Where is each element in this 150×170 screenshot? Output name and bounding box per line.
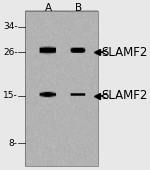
Text: 15-: 15- (3, 91, 18, 100)
Text: 8-: 8- (9, 139, 18, 148)
Text: 26-: 26- (3, 48, 18, 57)
Bar (25, 11, 98, 166)
Text: A: A (45, 3, 52, 13)
Text: SLAMF2: SLAMF2 (101, 89, 147, 103)
Text: B: B (75, 3, 82, 13)
Text: 34-: 34- (3, 22, 18, 31)
Text: SLAMF2: SLAMF2 (101, 46, 147, 59)
